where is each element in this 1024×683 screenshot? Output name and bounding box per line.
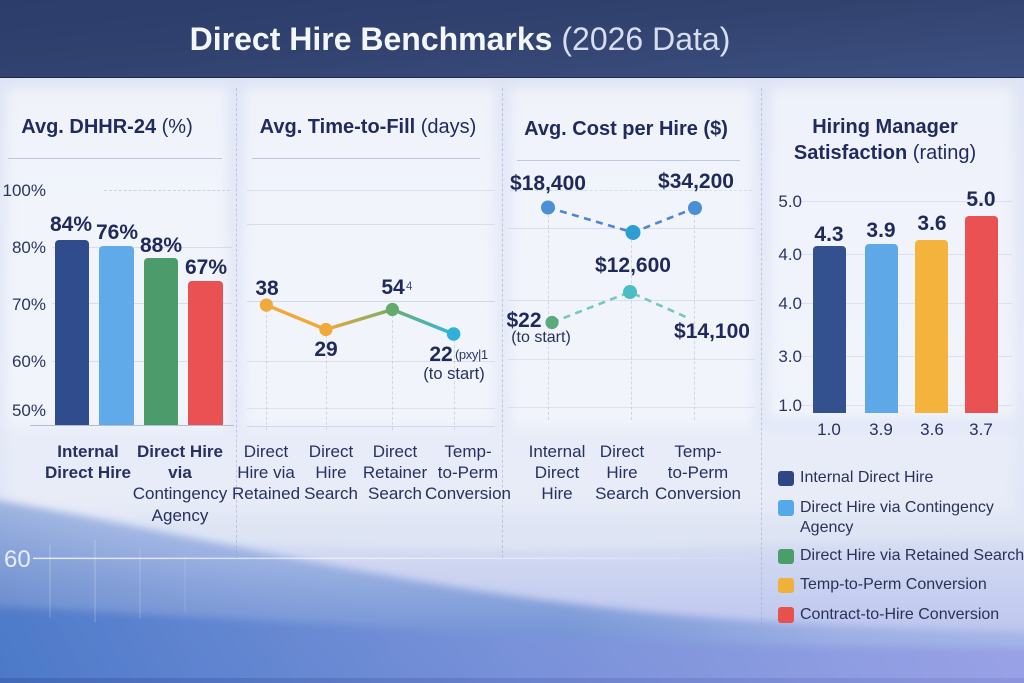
svg-text:60: 60: [4, 546, 31, 573]
